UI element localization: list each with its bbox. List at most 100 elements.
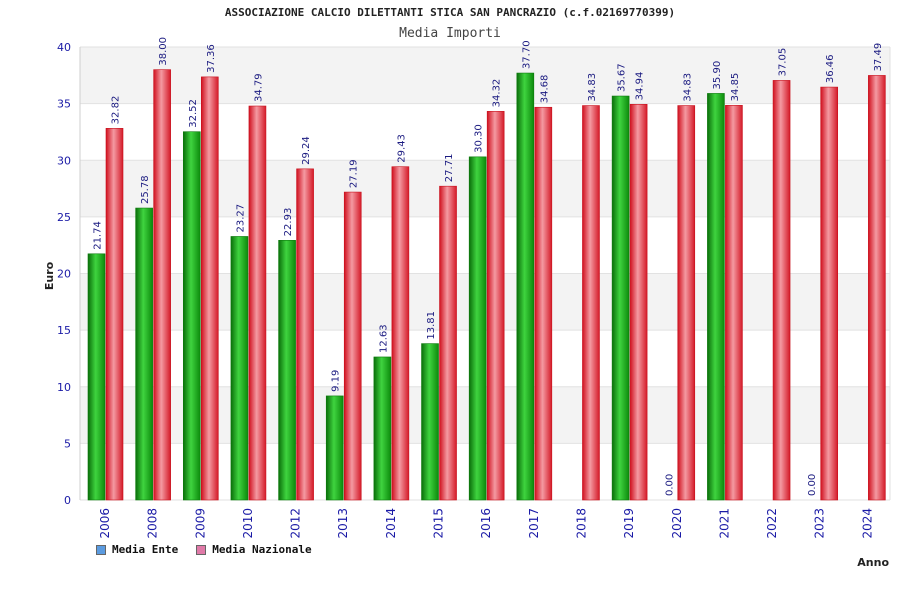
x-tick-label: 2019 [622, 508, 636, 539]
x-tick-label: 2015 [432, 508, 446, 539]
bar-value-label: 27.19 [349, 159, 360, 188]
x-tick-label: 2024 [860, 508, 874, 539]
y-tick-label: 40 [57, 41, 71, 54]
bar-media-nazionale [772, 80, 791, 501]
bar-media-ente [278, 240, 296, 501]
bar-media-nazionale [153, 69, 171, 501]
bar-value-label: 34.79 [253, 73, 264, 102]
y-tick-label: 10 [57, 381, 71, 394]
chart-title: ASSOCIAZIONE CALCIO DILETTANTI STICA SAN… [224, 6, 676, 19]
bar-value-label: 34.85 [730, 73, 741, 102]
bar-media-ente [373, 356, 392, 501]
legend-label-media-nazionale: Media Nazionale [212, 543, 312, 556]
bar-media-nazionale [105, 128, 124, 501]
bar-value-label: 29.43 [396, 134, 407, 163]
bar-value-label: 0.00 [807, 474, 818, 496]
bar-value-label: 27.71 [444, 154, 455, 183]
bar-value-label: 34.68 [539, 75, 550, 104]
bar-value-label: 32.82 [111, 96, 122, 125]
bar-media-nazionale [439, 185, 457, 501]
x-tick-label: 2009 [193, 508, 207, 539]
x-axis-label: Anno [857, 556, 889, 569]
bar-media-ente [707, 93, 725, 501]
bar-value-label: 34.83 [682, 73, 693, 102]
x-tick-label: 2013 [336, 508, 350, 539]
bar-value-label: 32.52 [188, 99, 199, 128]
bar-media-nazionale [582, 105, 600, 501]
bar-value-label: 35.67 [617, 63, 628, 92]
x-tick-label: 2016 [479, 508, 493, 539]
x-tick-label: 2018 [574, 508, 588, 539]
bar-value-label: 30.30 [474, 124, 485, 153]
y-axis-label: Euro [43, 261, 56, 290]
legend-swatch-media-nazionale [196, 544, 207, 555]
bar-media-ente [421, 343, 439, 501]
x-tick-label: 2010 [241, 508, 255, 539]
y-tick-label: 35 [57, 98, 71, 111]
bar-media-nazionale [820, 86, 839, 501]
y-tick-label: 15 [57, 324, 71, 337]
bar-value-label: 36.46 [825, 54, 836, 83]
bar-media-ente [468, 156, 487, 501]
legend-item-media-nazionale: Media Nazionale [196, 543, 312, 556]
bar-value-label: 37.49 [873, 43, 884, 72]
x-tick-label: 2008 [146, 508, 160, 539]
bar-value-label: 21.74 [93, 221, 104, 250]
legend-item-media-ente: Media Ente [96, 543, 178, 556]
x-axis-ticks: 2006 2008 2009 2010 2012 2013 2014 2015 2016 2017… [98, 508, 874, 539]
bar-value-label: 23.27 [235, 204, 246, 233]
bar-media-ente [516, 72, 535, 501]
bar-value-label: 29.24 [301, 136, 312, 165]
bar-media-nazionale [248, 105, 267, 501]
y-tick-label: 30 [57, 154, 71, 167]
bar-value-label: 25.78 [140, 175, 151, 204]
x-tick-label: 2021 [717, 508, 731, 539]
bar-value-label: 12.63 [378, 324, 389, 353]
bar-media-nazionale [343, 191, 362, 501]
bar-value-label: 22.93 [283, 208, 294, 237]
bar-media-ente [182, 131, 201, 501]
bar-media-nazionale [391, 166, 410, 501]
bar-media-nazionale [296, 168, 314, 501]
value-labels: 21.74 25.78 32.52 23.27 22.93 9.19 12.63 13.81 3… [93, 37, 884, 496]
bar-value-label: 37.36 [206, 44, 217, 73]
x-tick-label: 2012 [289, 508, 303, 539]
x-tick-label: 2014 [384, 508, 398, 539]
bars [87, 69, 886, 501]
x-tick-label: 2020 [670, 508, 684, 539]
bar-media-nazionale [868, 75, 886, 501]
bar-value-label: 34.32 [492, 79, 503, 108]
bar-media-nazionale [486, 111, 505, 501]
legend-swatch-media-ente [96, 544, 106, 555]
bar-value-label: 38.00 [158, 37, 169, 66]
bar-value-label: 34.83 [587, 73, 598, 102]
legend: Media Ente Media Nazionale [96, 543, 312, 556]
bar-media-ente [325, 395, 344, 501]
bar-value-label: 35.90 [712, 61, 723, 90]
bar-media-nazionale [629, 104, 648, 501]
bar-value-label: 37.70 [521, 40, 532, 69]
bar-media-ente [611, 95, 630, 501]
bar-media-ente [87, 253, 106, 501]
bar-value-label: 9.19 [331, 370, 342, 392]
bar-value-label: 0.00 [664, 474, 675, 496]
x-tick-label: 2017 [527, 508, 541, 539]
y-tick-label: 25 [57, 211, 71, 224]
bar-media-ente [230, 236, 249, 501]
chart-subtitle: Media Importi [399, 26, 501, 41]
bar-value-label: 34.94 [635, 72, 646, 101]
bar-media-nazionale [725, 105, 743, 501]
y-tick-label: 20 [57, 268, 71, 281]
bar-media-nazionale [534, 106, 553, 501]
y-tick-label: 5 [64, 437, 71, 450]
bar-media-ente [135, 207, 153, 501]
bar-media-nazionale [200, 76, 219, 501]
y-axis-ticks: 0 5 10 15 20 25 30 35 40 [57, 41, 71, 507]
bar-value-label: 13.81 [426, 311, 437, 340]
x-tick-label: 2022 [765, 508, 779, 539]
x-tick-label: 2006 [98, 508, 112, 539]
bar-value-label: 37.05 [778, 48, 789, 77]
bar-media-nazionale [677, 105, 696, 501]
legend-label-media-ente: Media Ente [112, 543, 179, 556]
